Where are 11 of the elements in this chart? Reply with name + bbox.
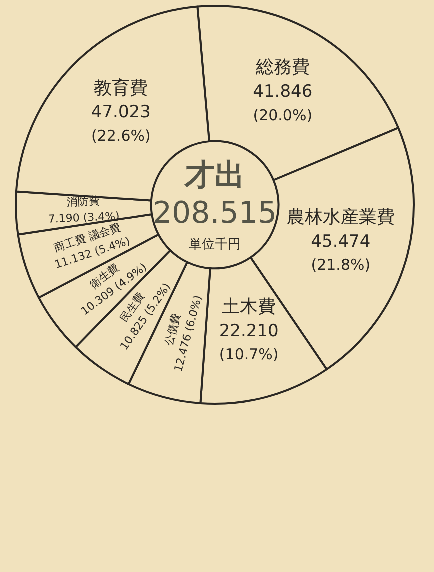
data-label: 47.023 (22.6%) (91, 102, 151, 145)
data-label: 45.474 (21.8%) (311, 232, 371, 274)
slice-label: 土木費 (222, 296, 276, 318)
slice-label: 農林水産業費 (286, 207, 395, 228)
text: 才出 (184, 158, 245, 193)
slice-label: 教育費 (94, 78, 148, 99)
text: 単位千円 (189, 237, 241, 252)
data-label: 41.846 (20.0%) (253, 82, 313, 124)
slice-label: 総務費 (254, 57, 310, 78)
text: 208.515 (152, 196, 278, 231)
data-label: 22.210 (10.7%) (219, 321, 279, 364)
